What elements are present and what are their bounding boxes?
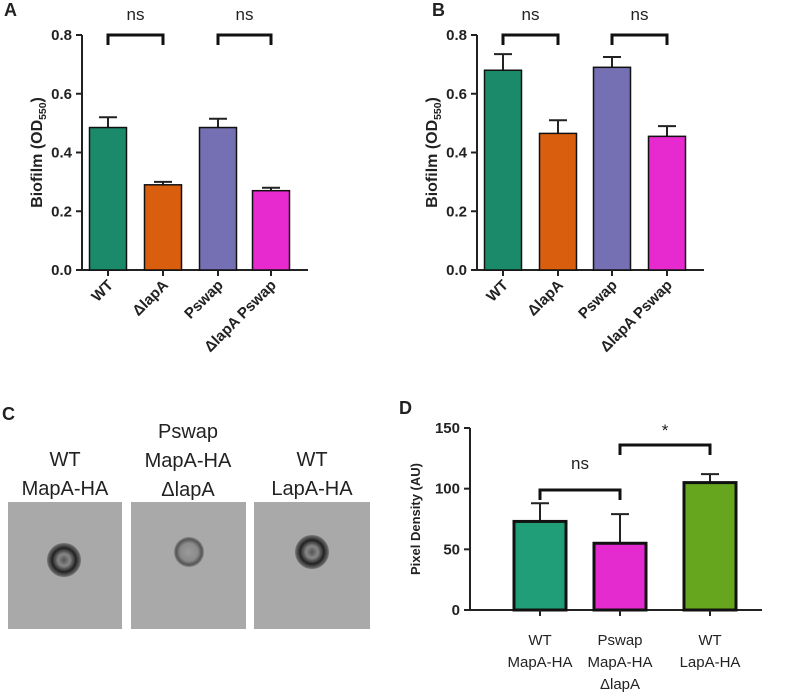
y-tick-label: 100 xyxy=(435,481,460,498)
significance-label: ns xyxy=(571,454,589,473)
y-tick-label: 0.2 xyxy=(51,203,72,220)
y-tick-label: 0.4 xyxy=(446,145,468,162)
significance-bracket xyxy=(538,488,622,500)
y-axis-label: Biofilm (OD550) xyxy=(424,97,444,208)
blot-lane-label: MapA-HA xyxy=(145,450,232,472)
bar xyxy=(538,132,578,271)
significance-bracket xyxy=(106,33,165,45)
x-tick-label: Pswap xyxy=(181,277,227,323)
x-tick-label: LapA-HA xyxy=(680,654,741,671)
bar xyxy=(143,184,183,271)
y-tick-label: 0.6 xyxy=(51,86,72,103)
significance-bracket xyxy=(216,33,273,45)
significance-label: * xyxy=(662,421,669,440)
bar xyxy=(198,126,238,271)
x-tick-label: WT xyxy=(698,632,721,649)
bar xyxy=(88,126,128,271)
blot-lane-label: WT xyxy=(49,449,80,471)
y-axis-label-part: Biofilm (OD xyxy=(29,120,46,208)
y-tick-label: 50 xyxy=(443,541,460,558)
blot-lane-label: Pswap xyxy=(158,421,218,443)
x-tick-label: MapA-HA xyxy=(507,654,572,671)
bar xyxy=(251,189,291,271)
panel-label: C xyxy=(2,404,15,424)
y-tick-label: 0.4 xyxy=(51,145,73,162)
x-tick-label: MapA-HA xyxy=(587,654,652,671)
y-axis-label-part: ) xyxy=(29,97,46,102)
blot-dot xyxy=(295,535,329,569)
significance-label: ns xyxy=(127,5,145,24)
y-axis-label-part: ) xyxy=(424,97,441,102)
x-tick-label: ΔlapA xyxy=(524,277,567,320)
panel-label: A xyxy=(4,0,17,20)
y-tick-label: 0 xyxy=(452,602,460,619)
bar xyxy=(682,481,738,612)
blot-lane-label: MapA-HA xyxy=(22,478,109,500)
panel-label: B xyxy=(432,0,445,20)
significance-bracket xyxy=(618,443,712,455)
y-axis-label-part: 550 xyxy=(433,102,444,120)
bar xyxy=(647,135,687,271)
x-tick-label: WT xyxy=(88,277,117,306)
y-tick-label: 150 xyxy=(435,420,460,437)
significance-label: ns xyxy=(236,5,254,24)
blot-dot xyxy=(174,537,204,567)
y-axis-label: Biofilm (OD550) xyxy=(29,97,49,208)
y-tick-label: 0.0 xyxy=(446,262,467,279)
x-tick-label: ΔlapA xyxy=(600,676,640,693)
y-axis-label-part: 550 xyxy=(38,102,49,120)
y-tick-label: 0.6 xyxy=(446,86,467,103)
y-axis-label-part: Pixel Density (AU) xyxy=(408,463,423,575)
y-axis-label-part: Biofilm (OD xyxy=(424,120,441,208)
blot-lane-label: ΔlapA xyxy=(161,479,215,501)
y-tick-label: 0.8 xyxy=(446,27,467,44)
y-axis-label: Pixel Density (AU) xyxy=(408,463,423,575)
x-tick-label: WT xyxy=(483,277,512,306)
y-tick-label: 0.8 xyxy=(51,27,72,44)
significance-label: ns xyxy=(522,5,540,24)
blot-lane-label: WT xyxy=(296,449,327,471)
bar xyxy=(592,541,648,612)
significance-label: ns xyxy=(631,5,649,24)
bar xyxy=(512,519,568,612)
blot-images xyxy=(8,502,370,629)
x-tick-label: Pswap xyxy=(597,632,642,649)
blot-dot xyxy=(47,543,81,577)
bar xyxy=(483,69,523,271)
panel-label: D xyxy=(399,398,412,418)
bar xyxy=(592,66,632,271)
significance-bracket xyxy=(501,33,560,45)
x-tick-label: Pswap xyxy=(575,277,621,323)
y-tick-label: 0.0 xyxy=(51,262,72,279)
blot-lane-label: LapA-HA xyxy=(271,478,353,500)
significance-bracket xyxy=(610,33,669,45)
y-tick-label: 0.2 xyxy=(446,203,467,220)
x-tick-label: WT xyxy=(528,632,551,649)
x-tick-label: ΔlapA xyxy=(129,277,172,320)
